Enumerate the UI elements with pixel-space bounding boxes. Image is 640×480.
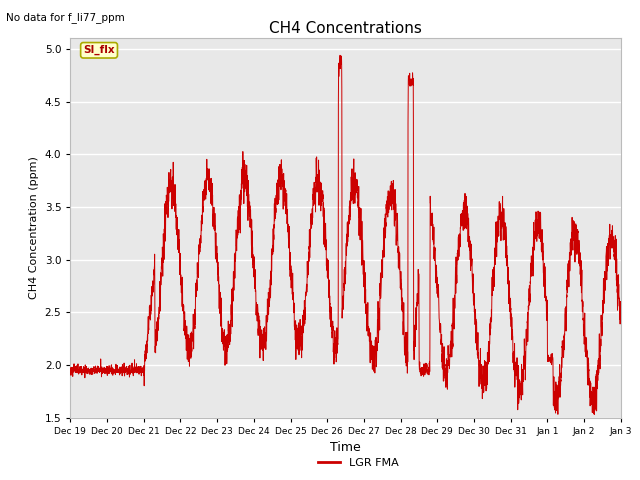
Title: CH4 Concentrations: CH4 Concentrations [269, 21, 422, 36]
Text: SI_flx: SI_flx [83, 45, 115, 55]
Y-axis label: CH4 Concentration (ppm): CH4 Concentration (ppm) [29, 156, 39, 300]
Legend: LGR FMA: LGR FMA [314, 453, 403, 472]
X-axis label: Time: Time [330, 441, 361, 454]
Text: No data for f_li77_ppm: No data for f_li77_ppm [6, 12, 125, 23]
